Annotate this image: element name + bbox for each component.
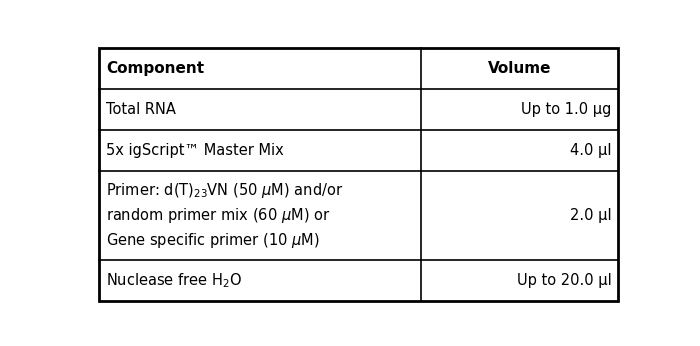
Text: Up to 1.0 μg: Up to 1.0 μg — [522, 102, 612, 117]
Text: Total RNA: Total RNA — [106, 102, 176, 117]
Text: 4.0 μl: 4.0 μl — [570, 143, 612, 158]
Text: Nuclease free H$_2$O: Nuclease free H$_2$O — [106, 272, 242, 290]
Text: 2.0 μl: 2.0 μl — [570, 208, 612, 223]
Text: Up to 20.0 μl: Up to 20.0 μl — [517, 273, 612, 288]
Text: Primer: d(T)$_{23}$VN (50 $\mu$M) and/or
random primer mix (60 $\mu$M) or
Gene s: Primer: d(T)$_{23}$VN (50 $\mu$M) and/or… — [106, 181, 343, 251]
Text: Component: Component — [106, 61, 204, 76]
Text: 5x igScript™ Master Mix: 5x igScript™ Master Mix — [106, 143, 284, 158]
Text: Volume: Volume — [488, 61, 552, 76]
